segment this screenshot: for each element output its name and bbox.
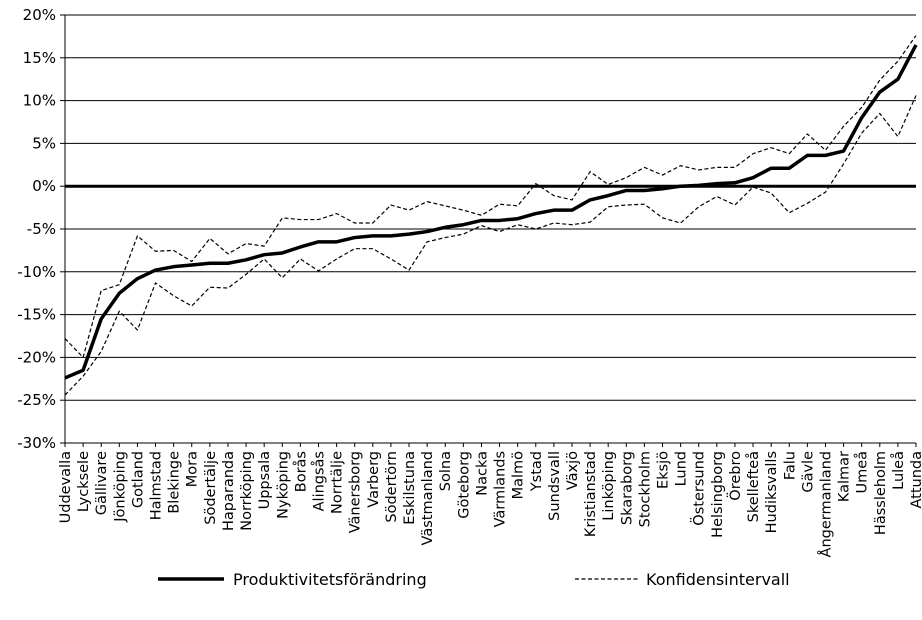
- x-tick-label: Malmö: [511, 451, 527, 500]
- x-tick-label: Göteborg: [456, 451, 472, 519]
- y-axis-ticks: 20% 15% 10% 5% 0% -5% -10% -15% -20% -25% -30%: [17, 6, 65, 452]
- x-tick-label: Örebro: [726, 451, 744, 501]
- x-tick-label: Blekinge: [167, 451, 183, 514]
- x-tick-label: Stockholm: [637, 451, 653, 527]
- x-tick-label: Skaraborg: [619, 451, 635, 525]
- y-tick-label: -10%: [17, 263, 56, 281]
- x-tick-label: Eskilstuna: [402, 451, 418, 525]
- x-tick-label: Gotland: [130, 451, 146, 508]
- x-tick-label: Södertälje: [203, 451, 219, 525]
- x-tick-label: Linköping: [601, 451, 617, 521]
- x-tick-label: Sundsvall: [547, 451, 563, 521]
- x-tick-label: Uddevalla: [58, 451, 74, 523]
- x-tick-label: Nyköping: [275, 451, 291, 519]
- x-tick-label: Halmstad: [149, 451, 165, 520]
- series-line-konfidens-1: [64, 35, 917, 358]
- x-tick-label: Helsingborg: [710, 451, 726, 538]
- legend: Produktivitetsförändring Konfidensinterv…: [158, 570, 790, 589]
- x-tick-label: Östersund: [690, 451, 708, 526]
- x-tick-label: Norrtälje: [330, 451, 346, 514]
- y-tick-label: 5%: [32, 134, 56, 152]
- x-axis-ticks: Uddevalla Lycksele Gällivare Jönköping Gotla…: [58, 443, 922, 557]
- x-tick-label: Varberg: [366, 451, 382, 508]
- y-tick-label: -30%: [17, 434, 56, 452]
- x-tick-label: Lund: [674, 451, 690, 486]
- y-tick-label: 20%: [23, 6, 56, 24]
- series-line-produktivitet: [64, 44, 918, 380]
- x-tick-label: Värmlands: [493, 451, 509, 527]
- x-tick-label: Falu: [782, 451, 798, 480]
- x-tick-label: Solna: [438, 451, 454, 491]
- x-tick-label: Uppsala: [257, 451, 273, 509]
- series-lines: [64, 35, 918, 396]
- series-line-konfidens-2: [64, 95, 917, 396]
- x-tick-label: Attunda: [909, 451, 922, 509]
- y-tick-label: -15%: [17, 306, 56, 324]
- x-tick-label: Borås: [292, 451, 309, 492]
- x-tick-label: Ystad: [529, 451, 545, 492]
- x-tick-label: Västmanland: [420, 451, 436, 545]
- y-tick-label: 15%: [23, 49, 56, 67]
- y-tick-label: -5%: [27, 220, 56, 238]
- legend-label-produktivitet: Produktivitetsförändring: [233, 570, 427, 589]
- x-tick-label: Gävle: [800, 451, 816, 493]
- y-tick-label: 0%: [32, 177, 56, 195]
- x-tick-label: Haparanda: [221, 451, 237, 531]
- x-tick-label: Ångermanland: [817, 451, 834, 557]
- x-tick-label: Södertörn: [384, 451, 400, 523]
- x-tick-label: Jönköping: [112, 451, 128, 523]
- x-tick-label: Hässleholm: [873, 451, 889, 535]
- x-tick-label: Växjö: [565, 451, 581, 490]
- x-tick-label: Nacka: [474, 451, 490, 496]
- x-tick-label: Umeå: [854, 451, 871, 494]
- x-tick-label: Mora: [185, 451, 201, 487]
- x-tick-label: Gällivare: [94, 451, 110, 515]
- x-tick-label: Norrköping: [239, 451, 255, 531]
- legend-label-konfidens: Konfidensintervall: [646, 570, 790, 589]
- x-tick-label: Alingsås: [310, 451, 327, 511]
- x-tick-label: Vänersborg: [348, 451, 364, 533]
- x-tick-label: Eksjö: [656, 451, 672, 489]
- x-tick-label: Luleå: [890, 451, 907, 490]
- y-tick-label: -25%: [17, 391, 56, 409]
- x-tick-label: Lycksele: [76, 451, 92, 512]
- y-tick-label: 10%: [23, 92, 56, 110]
- x-tick-label: Kristianstad: [583, 451, 599, 537]
- x-tick-label: Hudiksvalls: [764, 451, 780, 533]
- x-tick-label: Skellefteå: [745, 451, 762, 522]
- x-tick-label: Kalmar: [837, 451, 853, 502]
- y-tick-label: -20%: [17, 348, 56, 366]
